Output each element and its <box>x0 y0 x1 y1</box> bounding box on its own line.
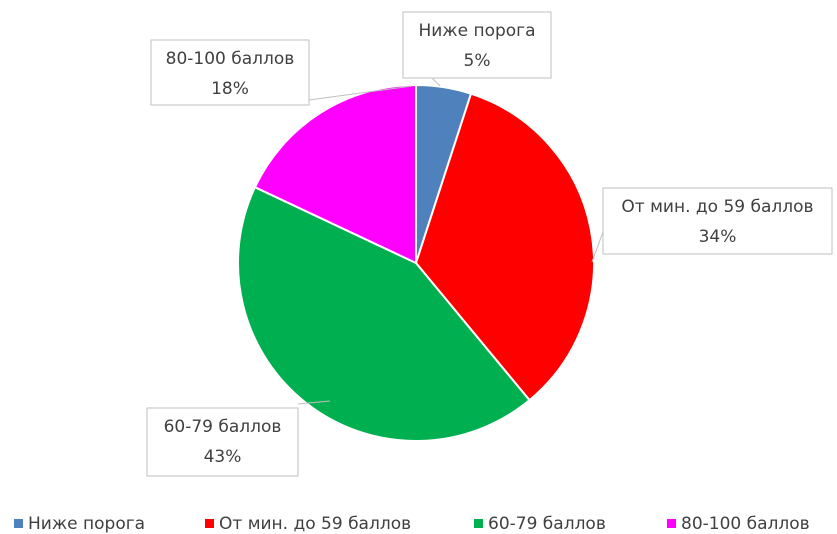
data-label-value: 18% <box>211 79 249 99</box>
pie-slice <box>253 83 417 265</box>
data-label-name: От мин. до 59 баллов <box>621 197 813 217</box>
data-label-name: 60-79 баллов <box>164 417 282 437</box>
label-box <box>146 407 299 477</box>
legend-label: Ниже порога <box>28 514 145 534</box>
leader-line <box>431 77 441 87</box>
legend-label: 60-79 баллов <box>488 514 606 534</box>
data-label-value: 34% <box>699 227 737 247</box>
data-label-name: Ниже порога <box>418 21 535 41</box>
data-label-value: 43% <box>204 447 242 467</box>
leader-line <box>308 85 413 101</box>
legend-marker <box>667 519 676 528</box>
legend-label: 80-100 баллов <box>681 514 810 534</box>
leader-line <box>591 231 604 263</box>
label-box <box>602 187 833 255</box>
legend-marker <box>205 519 214 528</box>
data-label-value: 5% <box>464 51 491 71</box>
data-label-name: 80-100 баллов <box>166 49 295 69</box>
legend-marker <box>14 519 23 528</box>
legend-label: От мин. до 59 баллов <box>219 514 411 534</box>
pie-slice <box>414 92 595 402</box>
legend-marker <box>474 519 483 528</box>
leader-line <box>297 400 331 405</box>
label-box <box>150 39 310 106</box>
label-box <box>402 11 552 79</box>
